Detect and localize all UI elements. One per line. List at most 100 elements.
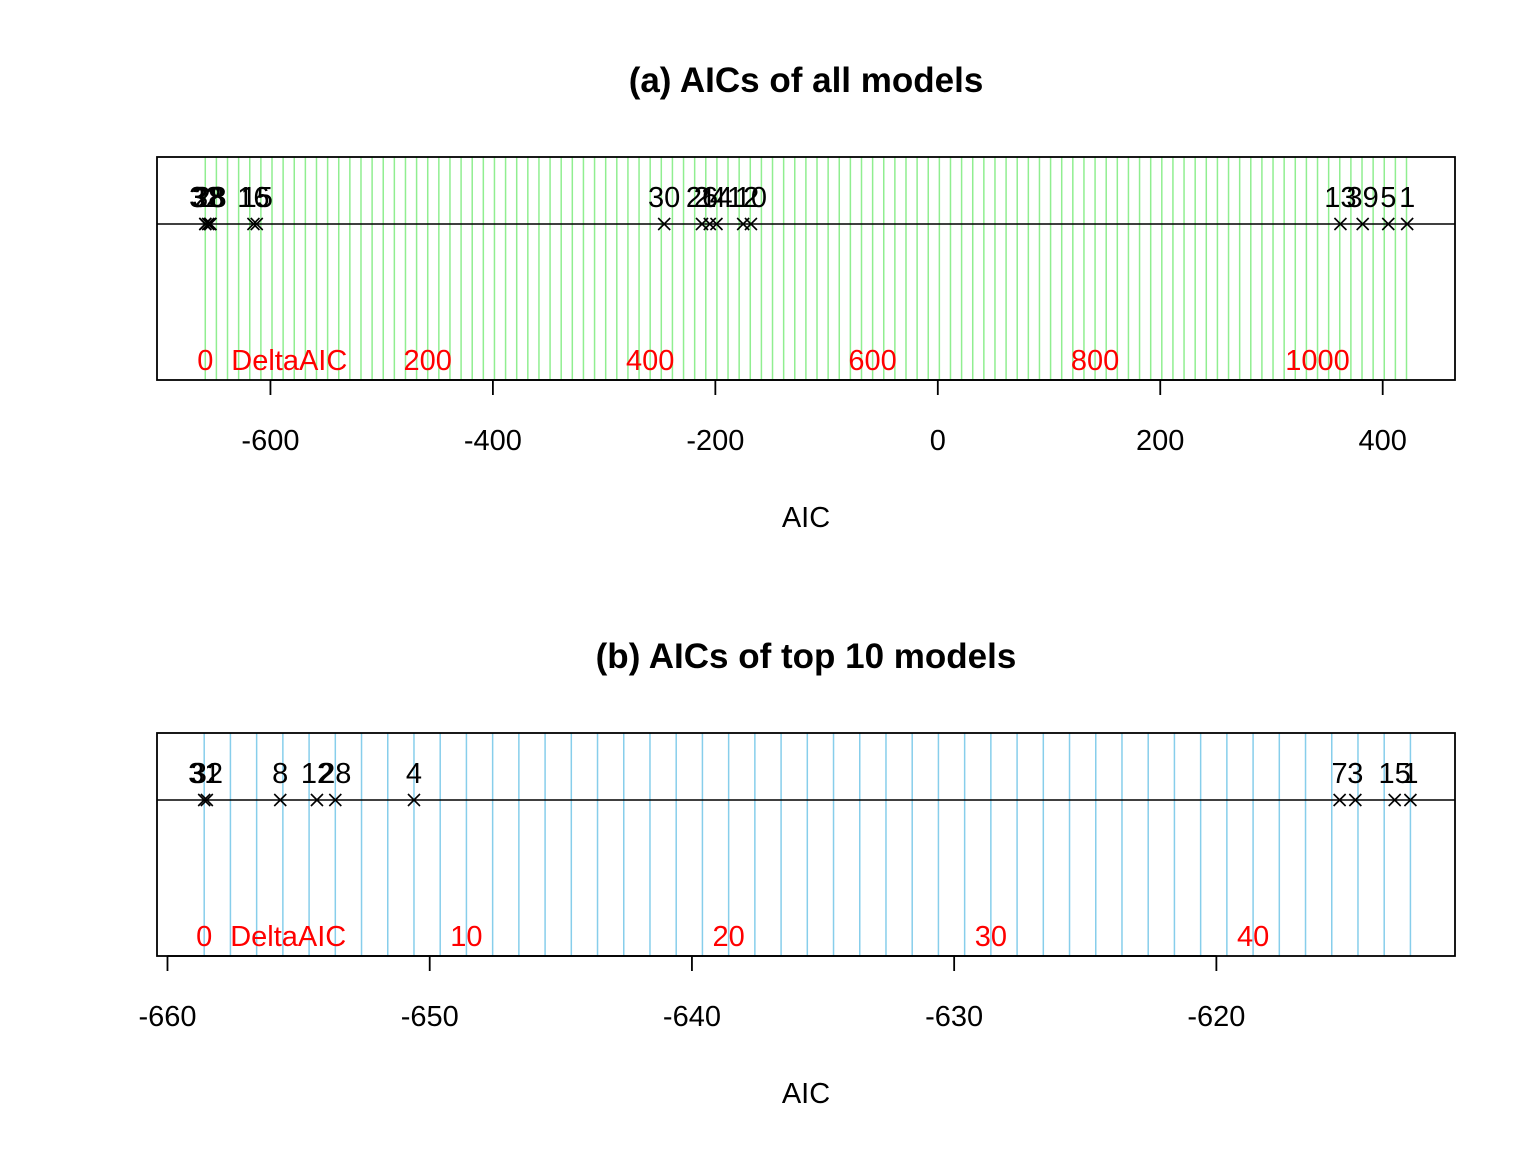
point-marker-stroke [703, 217, 717, 231]
point-marker-stroke [197, 793, 211, 807]
point-marker-stroke [407, 793, 421, 807]
delta-tick-label: 0 [196, 921, 212, 953]
point-label: 10 [735, 182, 767, 214]
point-label: 1 [1399, 182, 1415, 214]
point-marker-stroke [201, 217, 215, 231]
point-label: 30 [648, 182, 680, 214]
delta-tick-label: 30 [975, 921, 1007, 953]
x-axis-title: AIC [782, 1078, 830, 1110]
point-label: 28 [194, 182, 226, 214]
delta-tick-label: 400 [626, 345, 674, 377]
point-marker-stroke [1403, 793, 1417, 807]
point-label: 3 [1347, 758, 1363, 790]
delta-tick-label: 0 [197, 345, 213, 377]
point-marker-stroke [1381, 217, 1395, 231]
x-tick-label: -600 [241, 425, 299, 457]
delta-tick-label: 800 [1071, 345, 1119, 377]
point-marker-stroke [657, 217, 671, 231]
x-tick-label: -200 [686, 425, 744, 457]
point-marker [198, 217, 212, 231]
delta-axis-label: DeltaAIC [231, 345, 347, 377]
point-label: 26 [686, 182, 718, 214]
point-label: 5 [1380, 182, 1396, 214]
point-marker-stroke [1388, 793, 1402, 807]
point-marker [250, 217, 264, 231]
point-marker-stroke [1333, 217, 1348, 231]
point-marker [657, 217, 671, 231]
x-tick-label: -630 [925, 1001, 983, 1033]
x-tick-label: 0 [930, 425, 946, 457]
point-label: 12 [727, 182, 759, 214]
point-marker-stroke [310, 793, 324, 807]
point-label: 13 [1324, 182, 1356, 214]
delta-tick-label: 600 [848, 345, 896, 377]
point-marker [273, 793, 287, 807]
point-label: 31 [188, 758, 220, 790]
point-marker-stroke [1400, 217, 1414, 231]
point-label: 4 [406, 758, 422, 790]
x-tick-label: 200 [1136, 425, 1184, 457]
point-label: 12 [301, 758, 333, 790]
point-marker-stroke [744, 217, 758, 231]
x-tick-label: -620 [1187, 1001, 1245, 1033]
point-marker [310, 793, 324, 807]
point-label: 39 [1347, 182, 1379, 214]
point-marker [709, 217, 724, 231]
point-marker [1403, 793, 1417, 807]
point-label: 18 [194, 182, 226, 214]
point-marker-stroke [709, 217, 724, 231]
chart-title: (b) AICs of top 10 models [596, 637, 1017, 676]
point-marker [744, 217, 758, 231]
point-marker-stroke [1348, 793, 1362, 807]
point-marker-stroke [200, 793, 214, 807]
point-marker [1388, 793, 1402, 807]
x-tick-label: -400 [464, 425, 522, 457]
point-marker [1381, 217, 1395, 231]
point-marker [703, 217, 717, 231]
point-marker-stroke [250, 217, 264, 231]
point-marker-stroke [273, 793, 287, 807]
grid-lines [204, 157, 1408, 380]
point-label: 15 [1379, 758, 1411, 790]
point-marker [1348, 793, 1362, 807]
x-tick-label: 400 [1359, 425, 1407, 457]
point-label: 38 [192, 182, 224, 214]
point-marker [200, 793, 214, 807]
point-label: 31 [189, 182, 221, 214]
point-marker [1333, 793, 1347, 807]
point-label: 1 [1402, 758, 1418, 790]
point-marker [203, 217, 218, 231]
delta-tick-label: 20 [713, 921, 745, 953]
point-label: 14 [700, 182, 732, 214]
delta-axis-label: DeltaAIC [230, 921, 346, 953]
point-marker-stroke [1356, 217, 1370, 231]
point-label: 7 [1332, 758, 1348, 790]
delta-tick-label: 40 [1237, 921, 1269, 953]
point-label: 32 [191, 758, 223, 790]
x-tick-label: -660 [138, 1001, 196, 1033]
point-marker [407, 793, 421, 807]
point-marker-stroke [328, 793, 342, 807]
point-marker [197, 793, 211, 807]
point-marker [1400, 217, 1414, 231]
chart-title: (a) AICs of all models [629, 61, 984, 100]
point-label: 15 [241, 182, 273, 214]
point-marker-stroke [1333, 793, 1347, 807]
point-label: 32 [189, 182, 221, 214]
x-axis-title: AIC [782, 502, 830, 534]
delta-tick-label: 1000 [1285, 345, 1350, 377]
delta-tick-label: 10 [450, 921, 482, 953]
point-marker-stroke [203, 217, 218, 231]
point-label: 28 [319, 758, 351, 790]
point-label: 8 [272, 758, 288, 790]
point-label: 16 [237, 182, 269, 214]
point-marker [328, 793, 342, 807]
point-marker [201, 217, 215, 231]
point-marker-stroke [246, 217, 260, 231]
point-label: 24 [694, 182, 726, 214]
point-marker [1356, 217, 1370, 231]
